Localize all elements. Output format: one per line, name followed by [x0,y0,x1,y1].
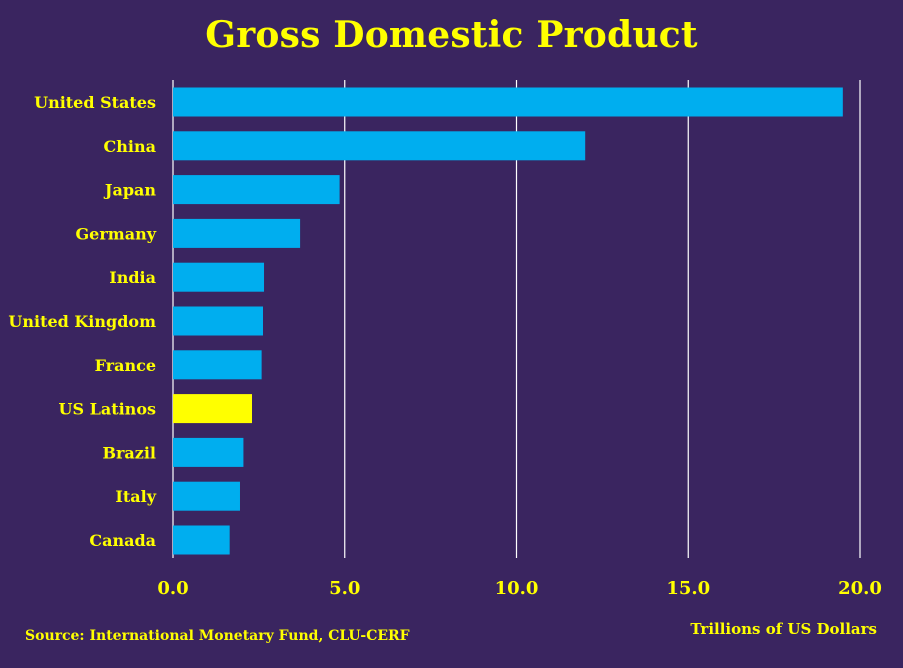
bar-italy [173,481,240,511]
x-tick-labels: 0.0 5.0 10.0 15.0 20.0 [157,578,882,599]
category-label: Canada [89,531,156,550]
x-tick-label: 10.0 [495,578,539,599]
category-label: US Latinos [59,400,156,419]
bar-india [173,262,265,292]
bar-united-kingdom [173,306,263,336]
category-label: United States [34,93,156,112]
category-label: United Kingdom [8,312,156,331]
category-labels: United States China Japan Germany India Unite… [8,93,156,550]
x-tick-label: 15.0 [666,578,710,599]
bar-france [173,350,262,380]
bar-japan [173,175,340,205]
category-label: France [95,356,156,375]
bar-germany [173,218,301,248]
category-label: China [104,137,156,156]
source-note: Source: International Monetary Fund, CLU… [25,628,410,644]
category-label: Italy [115,487,156,506]
bar-china [173,131,586,161]
bars [173,87,843,555]
x-tick-label: 20.0 [838,578,882,599]
bar-canada [173,525,230,555]
category-label: Japan [103,181,156,200]
chart-title: Gross Domestic Product [205,14,698,56]
x-axis-title: Trillions of US Dollars [690,620,877,638]
bar-us-latinos [173,394,253,424]
bar-united-states [173,87,843,117]
x-tick-label: 5.0 [329,578,360,599]
bar-brazil [173,437,244,467]
category-label: Brazil [102,443,156,462]
x-tick-label: 0.0 [157,578,188,599]
category-label: Germany [76,224,157,243]
category-label: India [109,268,156,287]
